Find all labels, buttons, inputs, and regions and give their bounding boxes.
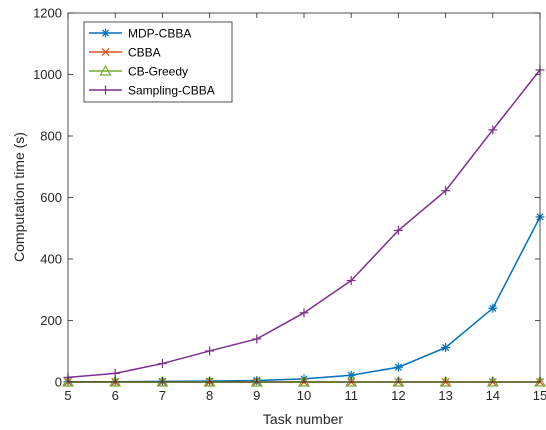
legend-entry-sampling-cbba: Sampling-CBBA	[89, 84, 215, 98]
y-tick-label: 200	[40, 313, 62, 328]
x-tick-label: 7	[159, 388, 166, 403]
data-point-sampling-cbba	[488, 125, 498, 135]
legend-marker	[99, 64, 112, 76]
legend-label: MDP-CBBA	[128, 27, 191, 41]
data-point-sampling-cbba	[299, 308, 309, 318]
legend-label: CBBA	[128, 46, 161, 60]
x-tick-label: 10	[297, 388, 311, 403]
y-tick-label: 1200	[33, 6, 62, 21]
data-point-cb-greedy	[486, 375, 499, 387]
x-tick-label: 9	[253, 388, 260, 403]
x-tick-label: 8	[206, 388, 213, 403]
data-point-sampling-cbba	[393, 225, 403, 235]
y-tick-label: 1000	[33, 67, 62, 82]
data-point-mdp-cbba	[393, 362, 403, 372]
data-point-mdp-cbba	[488, 303, 498, 313]
y-axis-label: Computation time (s)	[11, 132, 27, 262]
legend-label: CB-Greedy	[128, 65, 188, 79]
data-point-cb-greedy	[345, 375, 358, 387]
x-tick-label: 14	[486, 388, 500, 403]
x-tick-label: 15	[533, 388, 546, 403]
legend: MDP-CBBA CBBA CB-Greedy Sampling-CBBA	[83, 21, 233, 103]
y-axis-title: Computation time (s)	[11, 132, 27, 262]
legend-marker	[101, 28, 110, 38]
legend-entry-cb-greedy: CB-Greedy	[89, 65, 188, 79]
legend-marker	[101, 47, 110, 57]
data-point-cb-greedy	[61, 375, 75, 387]
data-point-sampling-cbba	[252, 334, 262, 344]
data-point-cb-greedy	[250, 375, 263, 387]
legend-entry-cbba: CBBA	[89, 46, 161, 60]
data-point-cb-greedy	[297, 375, 311, 387]
x-tick-label: 6	[112, 388, 119, 403]
data-point-cb-greedy	[156, 375, 169, 387]
x-tick-label: 11	[344, 388, 358, 403]
y-tick-label: 800	[40, 129, 62, 144]
x-axis-title: Task number	[263, 411, 343, 427]
x-tick-label: 12	[391, 388, 405, 403]
data-point-cb-greedy	[203, 375, 216, 387]
legend-entry-mdp-cbba: MDP-CBBA	[89, 27, 191, 41]
data-point-sampling-cbba	[441, 186, 451, 196]
legend-marker	[101, 85, 110, 95]
data-point-sampling-cbba	[110, 368, 120, 378]
data-point-cb-greedy	[439, 375, 452, 387]
data-point-sampling-cbba	[205, 346, 215, 356]
data-point-sampling-cbba	[157, 359, 167, 369]
y-tick-label: 400	[40, 252, 62, 267]
x-axis-label: Task number	[263, 411, 343, 427]
legend-label: Sampling-CBBA	[128, 84, 215, 98]
data-point-cb-greedy	[533, 375, 546, 387]
data-point-cb-greedy	[109, 375, 122, 387]
x-tick-label: 13	[438, 388, 452, 403]
data-point-mdp-cbba	[441, 343, 451, 353]
data-point-sampling-cbba	[346, 276, 356, 286]
data-point-cb-greedy	[392, 375, 405, 387]
y-tick-label: 0	[55, 375, 62, 390]
x-tick-label: 5	[64, 388, 71, 403]
y-tick-label: 600	[40, 190, 62, 205]
